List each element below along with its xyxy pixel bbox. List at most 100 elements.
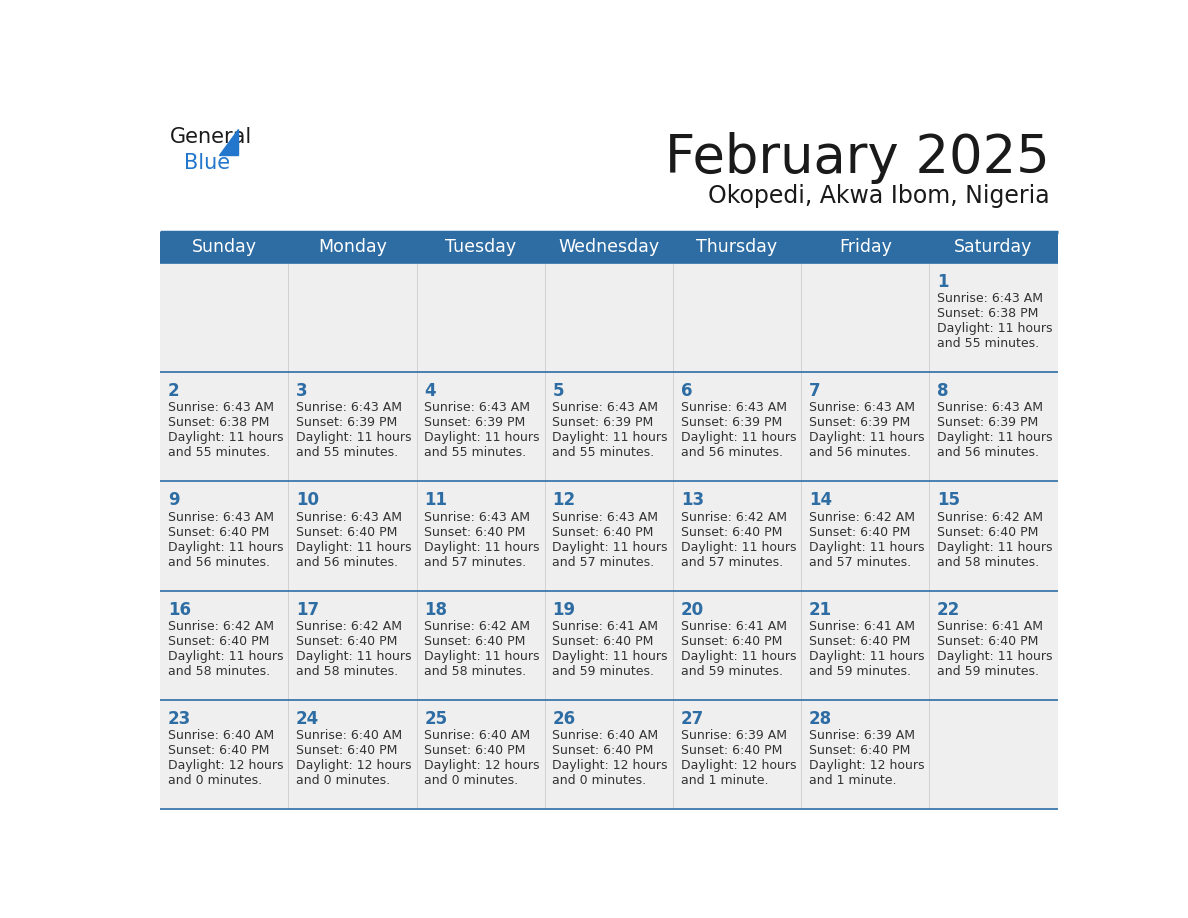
Text: Sunrise: 6:43 AM: Sunrise: 6:43 AM xyxy=(424,510,530,523)
Text: 12: 12 xyxy=(552,491,576,509)
Text: Sunset: 6:38 PM: Sunset: 6:38 PM xyxy=(937,307,1038,319)
Text: Daylight: 12 hours: Daylight: 12 hours xyxy=(424,759,539,772)
Text: and 1 minute.: and 1 minute. xyxy=(681,774,769,788)
Text: Sunset: 6:40 PM: Sunset: 6:40 PM xyxy=(681,526,782,539)
Text: Okopedi, Akwa Ibom, Nigeria: Okopedi, Akwa Ibom, Nigeria xyxy=(708,185,1050,208)
Text: and 0 minutes.: and 0 minutes. xyxy=(296,774,390,788)
Text: Daylight: 11 hours: Daylight: 11 hours xyxy=(168,431,284,444)
Text: Daylight: 11 hours: Daylight: 11 hours xyxy=(809,650,924,663)
Text: Sunrise: 6:43 AM: Sunrise: 6:43 AM xyxy=(552,401,658,414)
Text: 6: 6 xyxy=(681,382,693,400)
Text: Sunset: 6:40 PM: Sunset: 6:40 PM xyxy=(552,744,653,757)
Text: Sunrise: 6:43 AM: Sunrise: 6:43 AM xyxy=(552,510,658,523)
Text: 7: 7 xyxy=(809,382,821,400)
Text: and 57 minutes.: and 57 minutes. xyxy=(552,555,655,568)
Text: Sunrise: 6:43 AM: Sunrise: 6:43 AM xyxy=(937,401,1043,414)
Text: 10: 10 xyxy=(296,491,320,509)
Text: Sunset: 6:39 PM: Sunset: 6:39 PM xyxy=(424,416,525,430)
Text: 23: 23 xyxy=(168,710,191,728)
Text: Sunset: 6:39 PM: Sunset: 6:39 PM xyxy=(937,416,1038,430)
Text: and 57 minutes.: and 57 minutes. xyxy=(809,555,911,568)
Text: Daylight: 12 hours: Daylight: 12 hours xyxy=(809,759,924,772)
Text: Sunset: 6:40 PM: Sunset: 6:40 PM xyxy=(424,635,525,648)
Text: Sunrise: 6:39 AM: Sunrise: 6:39 AM xyxy=(681,729,786,743)
Text: and 59 minutes.: and 59 minutes. xyxy=(552,665,655,678)
Text: 22: 22 xyxy=(937,600,960,619)
Text: and 57 minutes.: and 57 minutes. xyxy=(681,555,783,568)
Text: Sunset: 6:40 PM: Sunset: 6:40 PM xyxy=(296,635,398,648)
Text: and 1 minute.: and 1 minute. xyxy=(809,774,897,788)
Text: 4: 4 xyxy=(424,382,436,400)
Text: Daylight: 11 hours: Daylight: 11 hours xyxy=(168,541,284,554)
Bar xyxy=(160,590,1057,700)
Text: Daylight: 11 hours: Daylight: 11 hours xyxy=(296,541,411,554)
Text: and 59 minutes.: and 59 minutes. xyxy=(937,665,1040,678)
Bar xyxy=(160,232,1057,263)
Text: General: General xyxy=(170,127,252,147)
Text: February 2025: February 2025 xyxy=(665,131,1050,184)
Text: and 0 minutes.: and 0 minutes. xyxy=(168,774,263,788)
Text: Daylight: 12 hours: Daylight: 12 hours xyxy=(168,759,284,772)
Text: Sunset: 6:40 PM: Sunset: 6:40 PM xyxy=(809,526,910,539)
Text: Sunrise: 6:43 AM: Sunrise: 6:43 AM xyxy=(809,401,915,414)
Text: Sunrise: 6:43 AM: Sunrise: 6:43 AM xyxy=(296,401,402,414)
Text: Sunset: 6:40 PM: Sunset: 6:40 PM xyxy=(552,635,653,648)
Text: 11: 11 xyxy=(424,491,448,509)
Text: Daylight: 12 hours: Daylight: 12 hours xyxy=(552,759,668,772)
Text: and 0 minutes.: and 0 minutes. xyxy=(424,774,518,788)
Text: Tuesday: Tuesday xyxy=(446,238,517,256)
Text: Daylight: 11 hours: Daylight: 11 hours xyxy=(681,541,796,554)
Polygon shape xyxy=(219,129,238,155)
Bar xyxy=(160,481,1057,590)
Text: and 55 minutes.: and 55 minutes. xyxy=(552,446,655,459)
Text: Sunset: 6:40 PM: Sunset: 6:40 PM xyxy=(296,526,398,539)
Text: Sunrise: 6:41 AM: Sunrise: 6:41 AM xyxy=(937,620,1043,633)
Text: Sunset: 6:38 PM: Sunset: 6:38 PM xyxy=(168,416,270,430)
Bar xyxy=(160,372,1057,481)
Text: and 55 minutes.: and 55 minutes. xyxy=(424,446,526,459)
Text: Daylight: 11 hours: Daylight: 11 hours xyxy=(937,650,1053,663)
Text: 21: 21 xyxy=(809,600,832,619)
Text: Sunset: 6:40 PM: Sunset: 6:40 PM xyxy=(552,526,653,539)
Text: Daylight: 11 hours: Daylight: 11 hours xyxy=(937,322,1053,335)
Text: Sunrise: 6:42 AM: Sunrise: 6:42 AM xyxy=(424,620,530,633)
Text: 19: 19 xyxy=(552,600,576,619)
Text: Daylight: 11 hours: Daylight: 11 hours xyxy=(168,650,284,663)
Text: Sunrise: 6:41 AM: Sunrise: 6:41 AM xyxy=(552,620,658,633)
Text: Sunrise: 6:43 AM: Sunrise: 6:43 AM xyxy=(296,510,402,523)
Text: Sunset: 6:39 PM: Sunset: 6:39 PM xyxy=(681,416,782,430)
Text: and 56 minutes.: and 56 minutes. xyxy=(296,555,398,568)
Text: 24: 24 xyxy=(296,710,320,728)
Text: 15: 15 xyxy=(937,491,960,509)
Text: and 0 minutes.: and 0 minutes. xyxy=(552,774,646,788)
Text: Daylight: 11 hours: Daylight: 11 hours xyxy=(809,431,924,444)
Text: 9: 9 xyxy=(168,491,179,509)
Text: and 56 minutes.: and 56 minutes. xyxy=(681,446,783,459)
Text: Thursday: Thursday xyxy=(696,238,778,256)
Text: and 59 minutes.: and 59 minutes. xyxy=(809,665,911,678)
Text: 1: 1 xyxy=(937,273,948,291)
Text: 27: 27 xyxy=(681,710,704,728)
Bar xyxy=(160,700,1057,810)
Text: Daylight: 11 hours: Daylight: 11 hours xyxy=(937,541,1053,554)
Text: Sunrise: 6:42 AM: Sunrise: 6:42 AM xyxy=(937,510,1043,523)
Text: Sunset: 6:39 PM: Sunset: 6:39 PM xyxy=(809,416,910,430)
Text: 2: 2 xyxy=(168,382,179,400)
Text: Daylight: 11 hours: Daylight: 11 hours xyxy=(937,431,1053,444)
Text: Sunset: 6:39 PM: Sunset: 6:39 PM xyxy=(296,416,397,430)
Text: and 55 minutes.: and 55 minutes. xyxy=(296,446,398,459)
Text: Wednesday: Wednesday xyxy=(558,238,659,256)
Text: Sunrise: 6:42 AM: Sunrise: 6:42 AM xyxy=(809,510,915,523)
Text: 5: 5 xyxy=(552,382,564,400)
Text: and 58 minutes.: and 58 minutes. xyxy=(168,665,270,678)
Text: 26: 26 xyxy=(552,710,576,728)
Text: Daylight: 11 hours: Daylight: 11 hours xyxy=(681,431,796,444)
Text: Daylight: 11 hours: Daylight: 11 hours xyxy=(809,541,924,554)
Text: Daylight: 11 hours: Daylight: 11 hours xyxy=(424,650,539,663)
Text: 13: 13 xyxy=(681,491,703,509)
Text: Sunrise: 6:43 AM: Sunrise: 6:43 AM xyxy=(937,292,1043,305)
Text: Daylight: 11 hours: Daylight: 11 hours xyxy=(552,431,668,444)
Text: Sunrise: 6:41 AM: Sunrise: 6:41 AM xyxy=(681,620,786,633)
Text: Sunset: 6:40 PM: Sunset: 6:40 PM xyxy=(296,744,398,757)
Text: Friday: Friday xyxy=(839,238,892,256)
